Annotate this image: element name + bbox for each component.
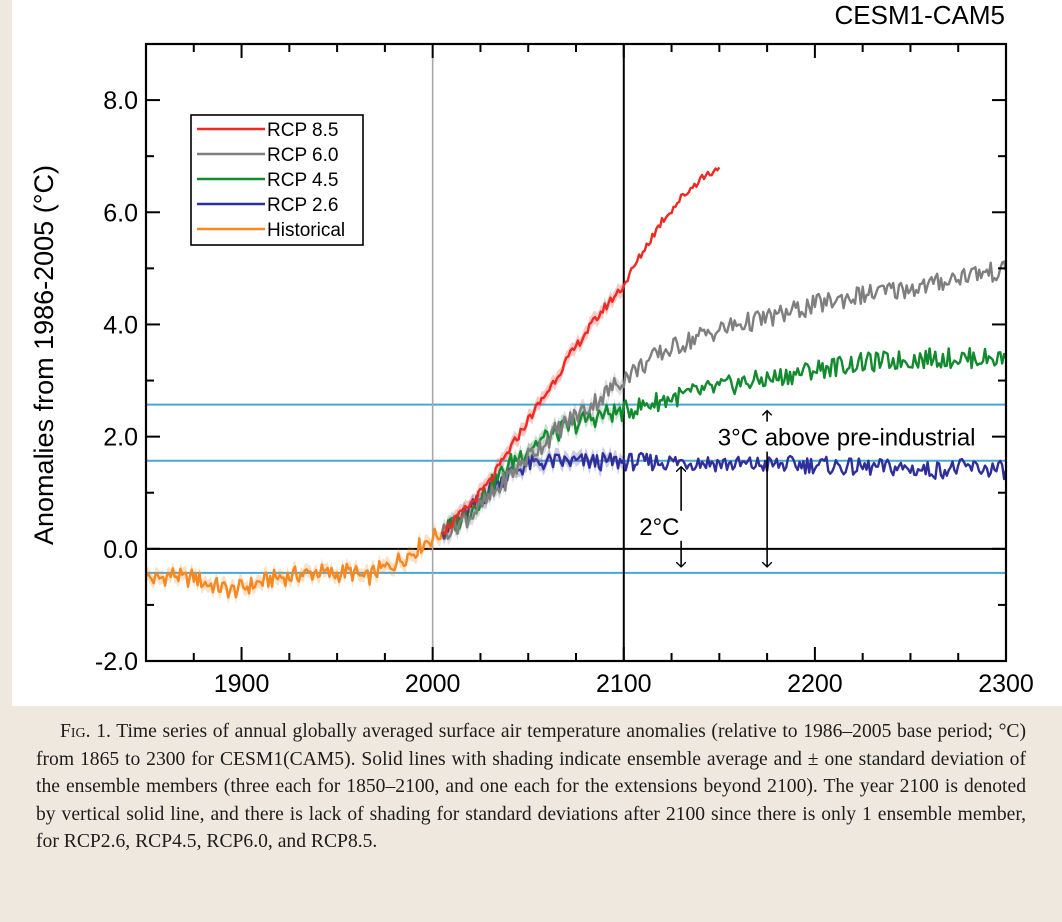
series-band-historical bbox=[146, 522, 443, 604]
annotations: 3°C above pre-industrial 2°C bbox=[637, 411, 992, 567]
series-line-rcp45 bbox=[441, 347, 1008, 536]
x-tick-label: 2000 bbox=[405, 670, 461, 698]
annotation-bg bbox=[715, 421, 992, 452]
legend-label-rcp60: RCP 6.0 bbox=[267, 145, 338, 166]
annotation-2c: 2°C bbox=[639, 514, 679, 541]
caption-text: Time series of annual globally averaged … bbox=[36, 721, 1026, 852]
y-tick-label: 2.0 bbox=[103, 424, 138, 452]
y-tick-label: 4.0 bbox=[103, 311, 138, 339]
series-lines bbox=[144, 166, 1008, 604]
figure-caption: Fig. 1. Time series of annual globally a… bbox=[36, 718, 1026, 856]
annotation-bg bbox=[637, 510, 690, 541]
series-line-historical bbox=[144, 527, 444, 599]
series-line-rcp60 bbox=[441, 260, 1008, 540]
x-tick-label: 1900 bbox=[214, 670, 270, 698]
y-tick-label: 6.0 bbox=[103, 199, 138, 227]
legend-label-rcp45: RCP 4.5 bbox=[267, 170, 338, 191]
series-line-rcp85 bbox=[441, 166, 721, 535]
x-tick-label: 2200 bbox=[787, 670, 843, 698]
temperature-anomaly-chart: 1900 2000 2100 2200 2300-2.00.02.04.06.08.0 … bbox=[29, 0, 1034, 698]
legend: RCP 8.5 RCP 6.0 RCP 4.5 RCP 2.6 Historical bbox=[190, 114, 364, 246]
legend-label-rcp26: RCP 2.6 bbox=[267, 195, 338, 216]
series-band-rcp45 bbox=[442, 396, 624, 541]
chart-title: CESM1-CAM5 bbox=[835, 0, 1005, 30]
x-tick-label: 2300 bbox=[978, 670, 1034, 698]
legend-label-rcp85: RCP 8.5 bbox=[267, 120, 338, 141]
y-tick-label: 8.0 bbox=[103, 87, 138, 115]
annotation-3c: 3°C above pre-industrial bbox=[718, 425, 976, 452]
legend-label-historical: Historical bbox=[267, 220, 345, 241]
series-line-rcp26 bbox=[441, 451, 1008, 540]
axes: 1900 2000 2100 2200 2300 -2.0 0.0 2.0 4.0 6.0 8.0 bbox=[95, 42, 1034, 698]
y-tick-label: 0.0 bbox=[103, 536, 138, 564]
caption-label: Fig. 1. bbox=[60, 721, 111, 742]
y-tick-label: -2.0 bbox=[95, 648, 138, 676]
y-axis-label: Anomalies from 1986-2005 (°C) bbox=[29, 165, 59, 545]
x-tick-label: 2100 bbox=[596, 670, 652, 698]
